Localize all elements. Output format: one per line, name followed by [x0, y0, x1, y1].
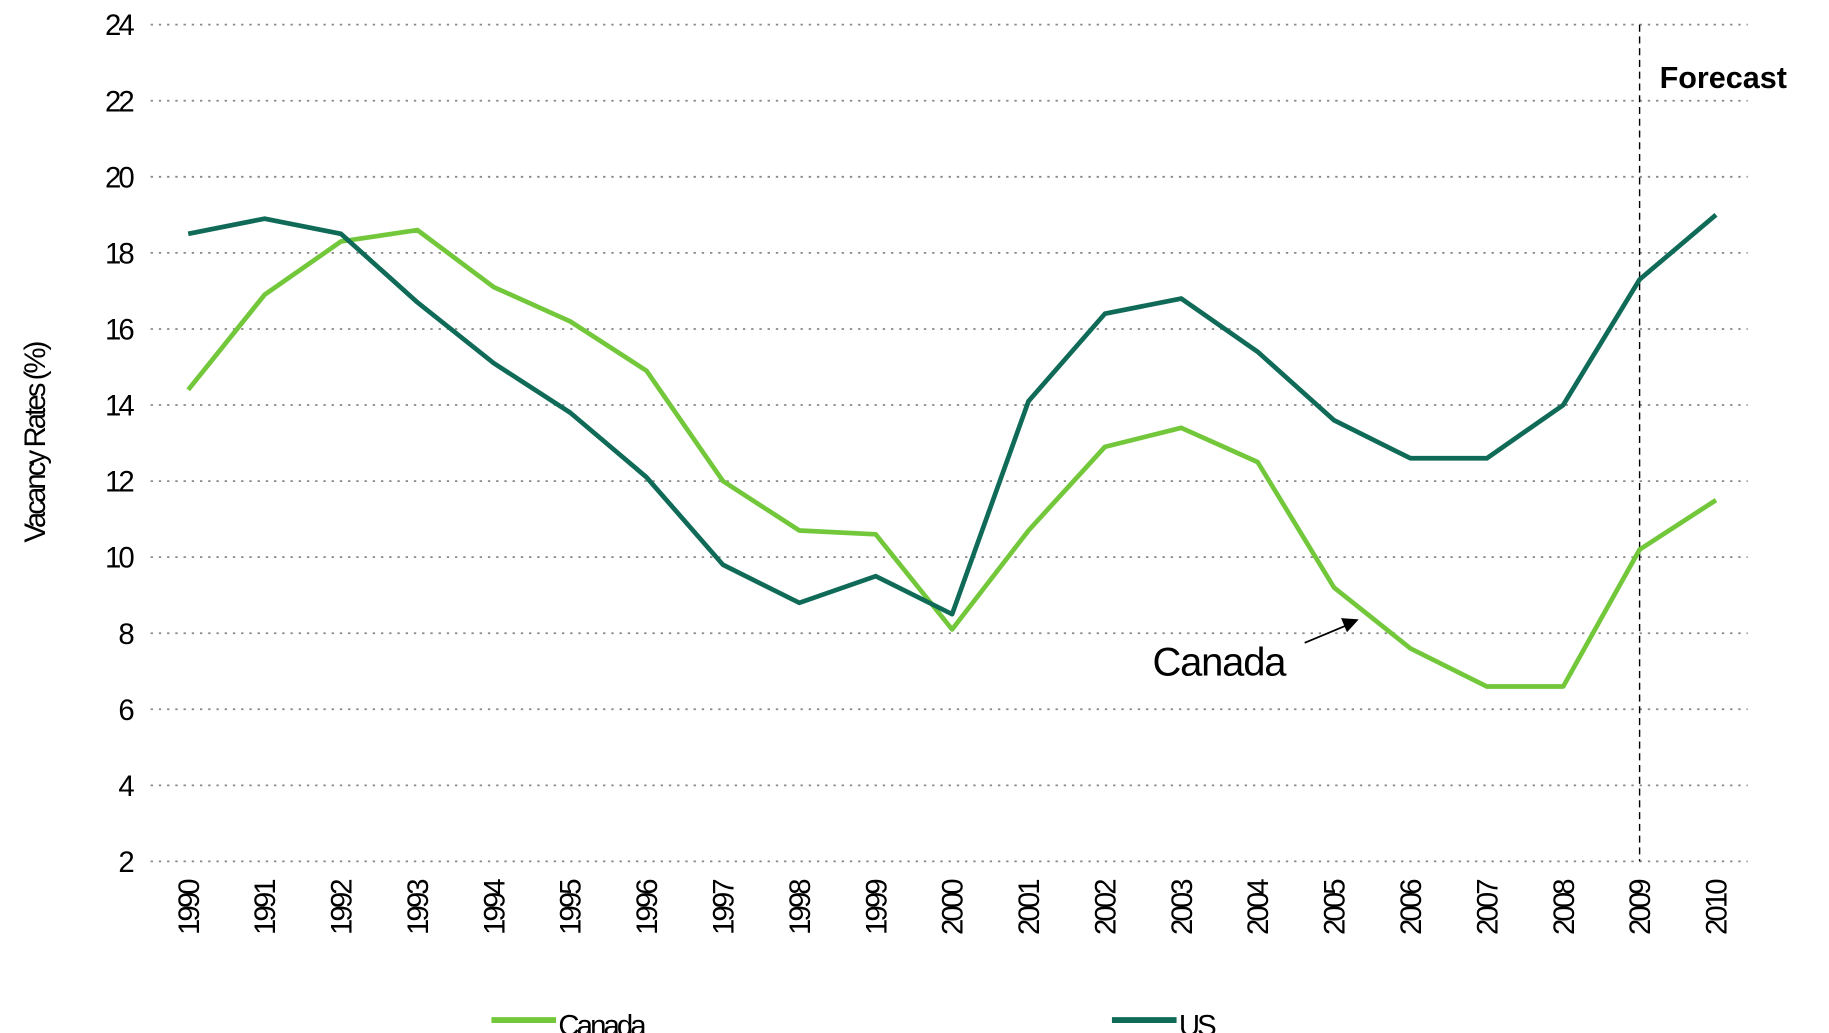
- annotation-arrow: [1304, 624, 1348, 644]
- legend-label: Canada: [558, 1009, 647, 1033]
- x-tick-label: 2010: [1701, 879, 1734, 935]
- annotation-arrowhead: [1341, 618, 1359, 633]
- y-tick-label: 20: [105, 161, 134, 194]
- x-tick-label: 1993: [402, 879, 435, 935]
- y-tick-label: 24: [105, 9, 134, 42]
- y-tick-label: 22: [105, 85, 133, 118]
- x-tick-label: 1998: [784, 879, 817, 935]
- x-tick-label: 1996: [631, 879, 664, 935]
- x-tick-label: 1995: [555, 879, 588, 935]
- y-axis-label: Vacancy Rates (%): [19, 342, 52, 542]
- x-tick-label: 2007: [1471, 880, 1504, 935]
- x-tick-label: 2002: [1089, 880, 1122, 935]
- x-tick-label: 1991: [249, 880, 282, 935]
- x-tick-label: 2004: [1242, 879, 1275, 935]
- y-tick-label: 10: [105, 542, 134, 575]
- x-tick-label: 2003: [1166, 879, 1199, 935]
- y-tick-label: 16: [105, 314, 134, 347]
- x-tick-label: 2000: [937, 879, 970, 935]
- x-tick-label: 2006: [1395, 879, 1428, 935]
- y-tick-label: 4: [118, 770, 134, 803]
- forecast-label: Forecast: [1660, 61, 1787, 95]
- y-tick-label: 12: [105, 466, 133, 499]
- series-line: [186, 227, 1718, 689]
- x-tick-label: 1999: [860, 880, 893, 935]
- y-tick-label: 2: [118, 846, 133, 879]
- x-tick-label: 2009: [1624, 880, 1657, 935]
- x-tick-label: 1990: [173, 879, 206, 935]
- x-tick-label: 1997: [708, 880, 741, 935]
- y-tick-label: 14: [105, 390, 134, 423]
- y-tick-label: 8: [118, 618, 134, 651]
- x-tick-label: 1992: [326, 880, 359, 935]
- x-tick-label: 2008: [1548, 879, 1581, 935]
- x-tick-label: 2005: [1319, 879, 1352, 935]
- x-tick-label: 2001: [1013, 880, 1046, 935]
- x-tick-label: 1994: [478, 879, 511, 935]
- y-tick-label: 6: [118, 694, 134, 727]
- legend-label: US: [1179, 1009, 1216, 1033]
- y-tick-label: 18: [105, 237, 134, 270]
- series-annotation: Canada: [1152, 641, 1287, 685]
- series-line: [187, 213, 1718, 617]
